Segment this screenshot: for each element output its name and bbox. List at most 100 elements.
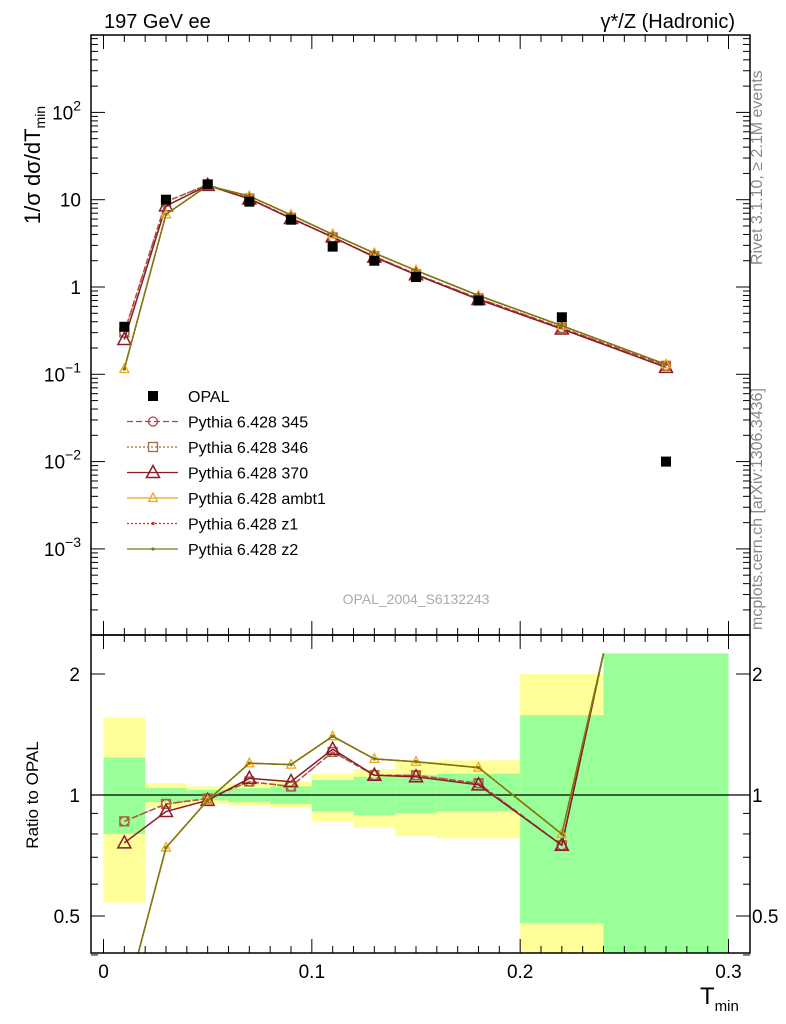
data-point-z2 bbox=[164, 212, 168, 216]
ratio-point-z2 bbox=[164, 845, 168, 850]
legend-entry: Pythia 6.428 ambt1 bbox=[127, 491, 326, 508]
ratio-point-p346 bbox=[119, 816, 130, 827]
ratio-point-ambt1 bbox=[202, 793, 214, 805]
ratio-point-p370 bbox=[199, 791, 216, 807]
band-inner bbox=[353, 776, 396, 816]
data-point-z2 bbox=[372, 251, 376, 255]
legend-label: Pythia 6.428 345 bbox=[188, 415, 308, 432]
legend-entry: Pythia 6.428 346 bbox=[127, 440, 308, 457]
x-tick-label: 0.2 bbox=[507, 962, 533, 983]
data-point-z2 bbox=[331, 232, 335, 237]
ratio-y-tick-label-right: 0.5 bbox=[752, 907, 778, 928]
ratio-point-z2 bbox=[247, 761, 251, 765]
legend-entry: OPAL bbox=[148, 389, 230, 406]
data-point-opal bbox=[556, 312, 567, 323]
mcplots-label: mcplots.cern.ch [arXiv:1306.3436] bbox=[749, 388, 766, 630]
ratio-point-p370 bbox=[116, 834, 133, 849]
y-axis-label-main: 1/σ dσ/dTmin bbox=[20, 106, 48, 224]
y-tick-label-base: 10 bbox=[44, 540, 65, 561]
x-tick-label: 0 bbox=[98, 962, 109, 983]
y-tick-label-base: 10 bbox=[44, 453, 65, 474]
data-point-opal bbox=[202, 179, 213, 190]
series-line-p345 bbox=[123, 184, 667, 367]
data-point-opal bbox=[286, 214, 296, 225]
y-tick-label-exp: −3 bbox=[65, 534, 81, 550]
x-tick-label: 0.3 bbox=[715, 962, 741, 983]
ratio-frame bbox=[90, 634, 751, 954]
y-axis-label-sub: min bbox=[32, 106, 48, 129]
y-tick-label: 10−1 bbox=[44, 359, 81, 386]
series-p345 bbox=[119, 179, 672, 371]
legend-entry: Pythia 6.428 345 bbox=[127, 415, 308, 432]
y-tick-label-base: 10 bbox=[52, 103, 73, 124]
data-point-opal bbox=[327, 241, 338, 252]
y-tick-label-exp: −1 bbox=[65, 359, 81, 375]
legend-label: Pythia 6.428 z1 bbox=[188, 517, 298, 534]
data-point-opal bbox=[119, 321, 130, 332]
band-inner bbox=[103, 757, 146, 834]
data-point-ambt1 bbox=[118, 362, 130, 374]
y-tick-label: 10−2 bbox=[44, 447, 81, 474]
x-axis-label: Tmin bbox=[700, 983, 739, 1015]
header-left: 197 GeV ee bbox=[104, 11, 211, 33]
series-line-ambt1 bbox=[123, 184, 667, 370]
rivet-label: Rivet 3.1.10, ≥ 2.1M events bbox=[749, 70, 766, 265]
ratio-point-p370 bbox=[324, 740, 341, 755]
ratio-point-p346 bbox=[160, 798, 172, 810]
legend-label: Pythia 6.428 346 bbox=[188, 440, 308, 457]
legend-marker-opal bbox=[148, 391, 158, 401]
ratio-point-ambt1 bbox=[243, 756, 255, 768]
y-axis-label-prefix: 1/σ dσ/dT bbox=[20, 128, 45, 224]
y-tick-label-base: 10 bbox=[44, 365, 65, 386]
ratio-y-tick-label: 1 bbox=[69, 786, 80, 807]
y-axis-label-ratio: Ratio to OPAL bbox=[23, 741, 42, 848]
data-point-z2 bbox=[664, 362, 668, 366]
ratio-series-z2 bbox=[137, 653, 605, 953]
y-tick-label: 1 bbox=[70, 278, 81, 299]
header-right: γ*/Z (Hadronic) bbox=[601, 11, 735, 33]
data-point-opal bbox=[244, 196, 255, 207]
ratio-line-p370 bbox=[123, 653, 605, 847]
legend-entry: Pythia 6.428 z1 bbox=[127, 517, 298, 534]
legend-marker-p345 bbox=[147, 416, 159, 427]
data-point-opal bbox=[161, 194, 171, 205]
y-tick-label: 10 bbox=[60, 191, 81, 212]
y-tick-label-exp: −2 bbox=[65, 447, 81, 463]
ratio-series-p346 bbox=[119, 653, 605, 851]
legend-marker-ambt1 bbox=[147, 491, 159, 503]
legend-entry: Pythia 6.428 370 bbox=[127, 463, 308, 483]
legend-label: Pythia 6.428 370 bbox=[188, 466, 308, 483]
legend-entry: Pythia 6.428 z2 bbox=[127, 542, 298, 559]
ratio-y-tick-label-right: 2 bbox=[752, 665, 763, 686]
ratio-y-tick-label: 0.5 bbox=[54, 907, 80, 928]
ratio-series-p370 bbox=[116, 653, 605, 851]
data-point-opal bbox=[661, 456, 671, 467]
ratio-point-p370 bbox=[408, 768, 424, 783]
y-tick-label: 102 bbox=[52, 97, 81, 124]
ratio-point-p370 bbox=[366, 766, 383, 781]
band-inner bbox=[520, 715, 604, 924]
data-point-opal bbox=[369, 255, 380, 266]
legend-label: OPAL bbox=[188, 389, 230, 406]
data-point-opal bbox=[473, 295, 484, 306]
x-axis-label-main: T bbox=[700, 983, 715, 1010]
analysis-watermark: OPAL_2004_S6132243 bbox=[343, 591, 490, 607]
legend-marker-p370 bbox=[145, 463, 161, 479]
ratio-point-p370 bbox=[283, 772, 299, 788]
band-inner bbox=[603, 653, 729, 953]
ratio-y-tick-label-right: 1 bbox=[752, 786, 763, 807]
ratio-y-tick-label: 2 bbox=[69, 665, 80, 686]
band-inner bbox=[311, 779, 354, 812]
series-p346 bbox=[119, 179, 672, 371]
data-point-z2 bbox=[560, 324, 564, 328]
legend-marker-z1 bbox=[151, 521, 155, 526]
data-point-opal bbox=[411, 272, 421, 283]
y-tick-label: 10−3 bbox=[44, 534, 81, 561]
series-line-p346 bbox=[123, 184, 667, 367]
ratio-point-ambt1 bbox=[160, 841, 172, 852]
legend-marker-z2 bbox=[151, 547, 155, 551]
series-opal bbox=[119, 179, 671, 467]
legend-label: Pythia 6.428 z2 bbox=[188, 542, 298, 559]
